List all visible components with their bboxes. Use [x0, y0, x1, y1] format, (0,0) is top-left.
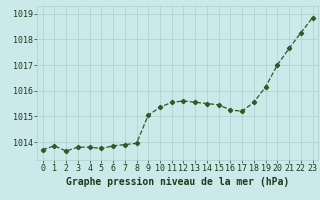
- X-axis label: Graphe pression niveau de la mer (hPa): Graphe pression niveau de la mer (hPa): [66, 177, 289, 187]
